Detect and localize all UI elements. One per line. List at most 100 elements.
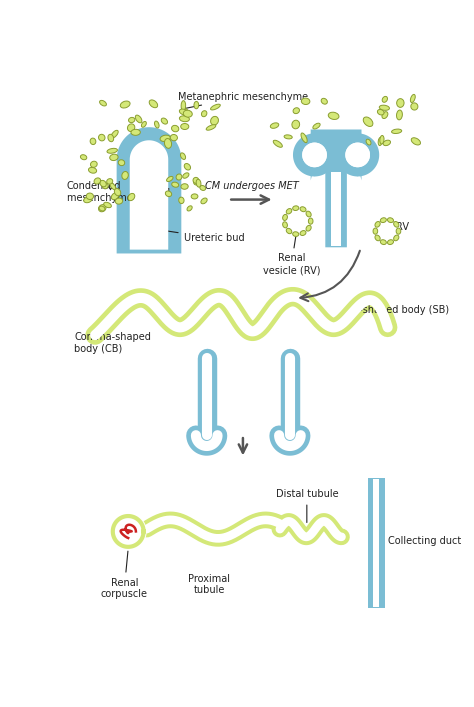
Ellipse shape — [300, 206, 306, 211]
Ellipse shape — [176, 174, 182, 180]
Polygon shape — [346, 143, 370, 168]
Ellipse shape — [328, 112, 339, 119]
Ellipse shape — [104, 202, 111, 208]
Ellipse shape — [141, 122, 146, 127]
Ellipse shape — [109, 154, 118, 160]
Polygon shape — [302, 143, 327, 168]
Ellipse shape — [181, 100, 186, 111]
Ellipse shape — [301, 98, 310, 105]
Ellipse shape — [179, 116, 190, 122]
Ellipse shape — [380, 218, 386, 223]
Ellipse shape — [321, 98, 328, 104]
Ellipse shape — [86, 193, 93, 199]
Ellipse shape — [313, 123, 320, 129]
Ellipse shape — [292, 120, 300, 129]
Ellipse shape — [377, 110, 384, 115]
Ellipse shape — [165, 191, 172, 197]
Ellipse shape — [193, 177, 199, 183]
Ellipse shape — [394, 235, 399, 241]
Ellipse shape — [201, 111, 207, 117]
Ellipse shape — [382, 112, 388, 119]
Polygon shape — [368, 477, 384, 609]
Ellipse shape — [114, 189, 121, 196]
Ellipse shape — [182, 173, 189, 178]
Ellipse shape — [306, 211, 311, 217]
Ellipse shape — [128, 194, 135, 201]
Ellipse shape — [284, 135, 292, 139]
Ellipse shape — [187, 206, 192, 211]
Ellipse shape — [292, 232, 299, 236]
Ellipse shape — [380, 136, 384, 144]
Ellipse shape — [99, 134, 105, 141]
Polygon shape — [315, 134, 358, 247]
Ellipse shape — [120, 101, 130, 108]
Ellipse shape — [191, 194, 198, 199]
Ellipse shape — [375, 221, 380, 227]
Ellipse shape — [90, 138, 96, 144]
Ellipse shape — [375, 235, 380, 241]
Ellipse shape — [306, 226, 311, 231]
Ellipse shape — [194, 101, 199, 109]
Ellipse shape — [100, 180, 106, 187]
Ellipse shape — [181, 184, 188, 189]
Ellipse shape — [164, 139, 172, 148]
Ellipse shape — [397, 99, 404, 107]
Ellipse shape — [183, 110, 192, 117]
Ellipse shape — [273, 140, 283, 147]
Text: RV: RV — [396, 222, 409, 233]
Ellipse shape — [149, 100, 158, 107]
Ellipse shape — [115, 198, 123, 204]
Ellipse shape — [206, 124, 216, 130]
Text: Renal
vesicle (RV): Renal vesicle (RV) — [263, 228, 320, 275]
Ellipse shape — [166, 177, 173, 182]
Ellipse shape — [210, 104, 220, 110]
Text: Metanephric mesenchyme: Metanephric mesenchyme — [178, 92, 308, 109]
Polygon shape — [117, 127, 182, 254]
Polygon shape — [282, 206, 313, 237]
Text: Proximal
tubule: Proximal tubule — [188, 574, 230, 595]
Ellipse shape — [172, 182, 179, 187]
Ellipse shape — [283, 222, 287, 228]
Text: Ureteric bud: Ureteric bud — [155, 229, 244, 243]
Polygon shape — [130, 140, 168, 250]
Ellipse shape — [411, 138, 420, 145]
Ellipse shape — [161, 118, 167, 124]
Ellipse shape — [380, 240, 386, 245]
Text: CM: CM — [155, 187, 170, 198]
Ellipse shape — [410, 95, 415, 103]
Ellipse shape — [81, 155, 87, 160]
Ellipse shape — [91, 161, 97, 168]
Ellipse shape — [270, 123, 279, 129]
Ellipse shape — [84, 197, 92, 203]
Ellipse shape — [102, 182, 108, 189]
Ellipse shape — [128, 124, 135, 132]
Ellipse shape — [366, 139, 371, 145]
Ellipse shape — [99, 204, 106, 212]
Polygon shape — [373, 217, 401, 245]
Ellipse shape — [210, 117, 219, 125]
Text: Condensed
mesenchyme (CM): Condensed mesenchyme (CM) — [66, 181, 158, 203]
Polygon shape — [302, 143, 327, 168]
Ellipse shape — [392, 129, 402, 134]
Ellipse shape — [200, 185, 206, 190]
Ellipse shape — [201, 198, 207, 204]
Ellipse shape — [363, 117, 373, 127]
Ellipse shape — [397, 110, 402, 119]
Ellipse shape — [100, 100, 107, 106]
Ellipse shape — [383, 140, 391, 146]
Polygon shape — [373, 479, 379, 607]
Ellipse shape — [107, 148, 118, 153]
Ellipse shape — [292, 206, 299, 211]
Ellipse shape — [394, 221, 399, 227]
Ellipse shape — [396, 228, 401, 234]
Ellipse shape — [411, 103, 418, 110]
Polygon shape — [331, 172, 341, 246]
Ellipse shape — [94, 178, 100, 184]
Ellipse shape — [179, 197, 184, 204]
Ellipse shape — [128, 117, 135, 122]
Ellipse shape — [111, 130, 118, 138]
Ellipse shape — [387, 240, 393, 245]
Ellipse shape — [155, 121, 159, 128]
Ellipse shape — [99, 206, 105, 211]
Ellipse shape — [107, 179, 113, 184]
